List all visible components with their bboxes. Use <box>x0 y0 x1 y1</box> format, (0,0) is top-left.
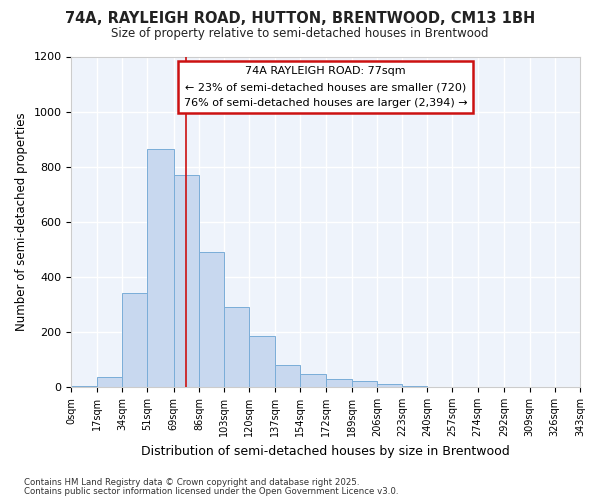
Bar <box>300 374 326 387</box>
Text: 74A, RAYLEIGH ROAD, HUTTON, BRENTWOOD, CM13 1BH: 74A, RAYLEIGH ROAD, HUTTON, BRENTWOOD, C… <box>65 11 535 26</box>
Y-axis label: Number of semi-detached properties: Number of semi-detached properties <box>15 112 28 331</box>
Bar <box>250 336 275 387</box>
Bar <box>402 386 427 387</box>
Bar <box>97 378 122 387</box>
Bar <box>224 307 250 387</box>
Bar <box>174 175 199 387</box>
Bar <box>275 365 300 387</box>
Text: Size of property relative to semi-detached houses in Brentwood: Size of property relative to semi-detach… <box>111 28 489 40</box>
Bar <box>147 148 174 387</box>
Bar <box>326 378 352 387</box>
Bar <box>199 252 224 387</box>
Bar <box>122 294 147 387</box>
X-axis label: Distribution of semi-detached houses by size in Brentwood: Distribution of semi-detached houses by … <box>142 444 510 458</box>
Bar <box>352 382 377 387</box>
Text: Contains HM Land Registry data © Crown copyright and database right 2025.: Contains HM Land Registry data © Crown c… <box>24 478 359 487</box>
Text: 74A RAYLEIGH ROAD: 77sqm
← 23% of semi-detached houses are smaller (720)
76% of : 74A RAYLEIGH ROAD: 77sqm ← 23% of semi-d… <box>184 66 467 108</box>
Text: Contains public sector information licensed under the Open Government Licence v3: Contains public sector information licen… <box>24 487 398 496</box>
Bar <box>377 384 402 387</box>
Bar <box>71 386 97 387</box>
